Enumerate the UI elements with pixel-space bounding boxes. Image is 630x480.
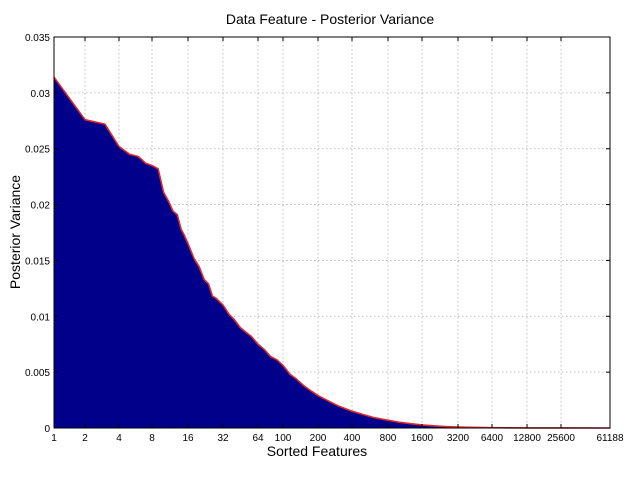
data-point (219, 301, 221, 303)
data-point (372, 416, 374, 418)
x-tick-label: 4 (116, 433, 122, 444)
x-tick-label: 2 (82, 433, 88, 444)
data-point (118, 145, 120, 148)
data-point (295, 378, 297, 380)
data-point (207, 283, 210, 285)
x-tick-label: 200 (310, 433, 327, 444)
data-point (264, 349, 266, 351)
data-point (276, 359, 278, 361)
data-point (151, 164, 153, 167)
plot-frame (53, 36, 611, 429)
data-point (233, 319, 235, 321)
variance-area (54, 77, 610, 428)
data-point (317, 395, 319, 397)
y-axis-label: Posterior Variance (7, 175, 23, 289)
data-point (363, 414, 365, 416)
data-point (180, 228, 182, 230)
data-point (167, 200, 170, 202)
data-point (129, 153, 131, 155)
data-point (184, 235, 186, 237)
data-point (163, 191, 165, 193)
data-point (203, 278, 205, 280)
data-point (337, 405, 339, 407)
data-point (302, 384, 305, 387)
data-point (250, 335, 252, 337)
data-point (444, 425, 446, 428)
y-tick-label: 0.01 (31, 312, 51, 323)
x-tick-label: 800 (380, 433, 397, 444)
chart-title: Data Feature - Posterior Variance (226, 11, 434, 27)
x-tick-label: 64 (252, 433, 264, 444)
y-tick-label: 0.025 (25, 145, 50, 156)
data-point (387, 419, 389, 421)
data-point (187, 243, 189, 245)
x-tick-label: 61188 (596, 433, 624, 444)
x-tick-label: 1600 (411, 433, 434, 444)
ticks: 1 2 4 8 16 32 64 100 200 400 800 1600 3200 6400 12800 2… (25, 33, 624, 444)
y-tick-label: 0.015 (25, 256, 50, 267)
data-point (193, 257, 195, 259)
data-point (310, 390, 312, 392)
y-tick-label: 0.02 (31, 201, 51, 212)
data-point (145, 162, 147, 164)
data-point (269, 355, 272, 358)
data-point (222, 304, 224, 306)
data-point (104, 123, 106, 125)
data-point (176, 214, 178, 216)
data-point (289, 373, 291, 375)
data-point (137, 155, 139, 158)
data-point (198, 266, 200, 268)
data-point (215, 297, 217, 299)
data-point (282, 364, 284, 366)
x-tick-label: 100 (275, 433, 292, 444)
data-point (328, 400, 330, 402)
data-point (239, 326, 241, 329)
data-point (411, 423, 413, 425)
data-point (257, 343, 259, 345)
data-point (398, 421, 400, 423)
x-tick-label: 1 (51, 433, 57, 444)
x-tick-label: 8 (149, 433, 155, 444)
data-point (211, 295, 214, 297)
y-tick-label: 0.03 (31, 89, 51, 100)
x-tick-label: 32 (217, 433, 229, 444)
data-point (172, 210, 174, 212)
x-tick-label: 3200 (447, 433, 470, 444)
y-tick-label: 0 (44, 424, 50, 435)
variance-line (53, 76, 611, 429)
data-area (53, 76, 611, 429)
x-tick-label: 400 (344, 433, 361, 444)
x-tick-label: 16 (182, 433, 194, 444)
data-point (157, 168, 159, 170)
data-point (244, 331, 247, 333)
data-point (433, 425, 435, 427)
x-tick-label: 6400 (481, 433, 504, 444)
x-tick-label: 12800 (513, 433, 541, 444)
data-point (84, 119, 86, 121)
x-tick-label: 25600 (547, 433, 575, 444)
data-point (351, 410, 353, 412)
y-tick-label: 0.005 (25, 368, 50, 379)
data-point (228, 313, 230, 315)
y-tick-label: 0.035 (25, 33, 50, 44)
x-axis-label: Sorted Features (267, 443, 367, 459)
